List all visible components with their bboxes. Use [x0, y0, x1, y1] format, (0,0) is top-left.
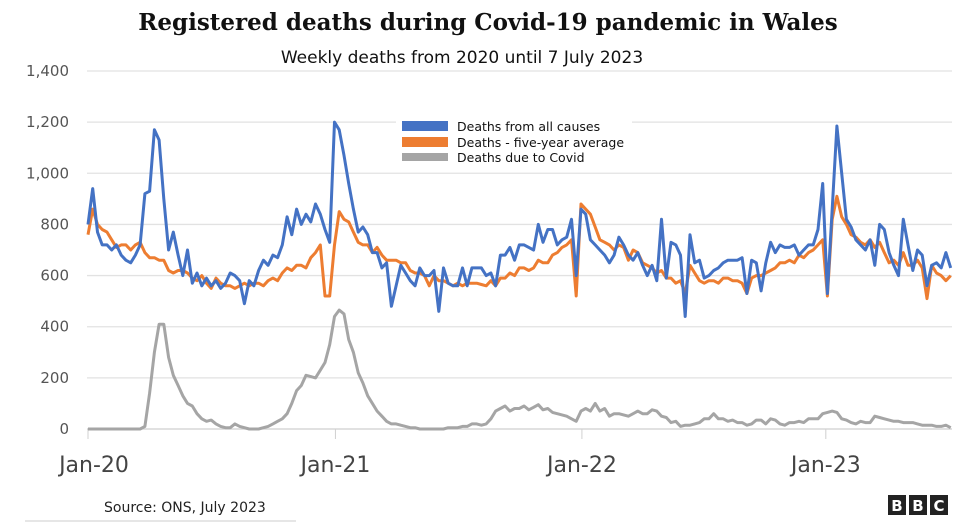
series-line-deaths-five-year-average [86, 194, 952, 301]
y-tick-label: 200 [40, 369, 69, 387]
chart-title: Registered deaths during Covid-19 pandem… [138, 9, 837, 36]
series-line-deaths-from-all-causes [86, 120, 953, 318]
y-tick-label: 600 [40, 267, 69, 285]
y-tick-label: 1,400 [26, 62, 69, 80]
legend-label-all-causes: Deaths from all causes [457, 119, 600, 134]
y-tick-label: 800 [40, 215, 69, 233]
x-tick-label: Jan-21 [298, 453, 370, 478]
y-axis: 0 200 400 600 800 1,000 1,200 1,400 [26, 62, 69, 438]
legend-swatch-five-year-average [402, 137, 448, 147]
y-tick-label: 400 [40, 318, 69, 336]
legend-label-covid: Deaths due to Covid [457, 150, 585, 165]
y-tick-label: 1,200 [26, 113, 69, 131]
series-line-deaths-due-to-covid [88, 308, 952, 431]
bbc-logo: B B C [888, 495, 948, 515]
legend-label-five-year-average: Deaths - five-year average [457, 135, 624, 150]
svg-text:B: B [891, 497, 902, 515]
x-tick-label: Jan-23 [789, 453, 861, 478]
y-tick-label: 1,000 [26, 164, 69, 182]
x-tick-label: Jan-22 [545, 453, 617, 478]
x-axis: Jan-20 Jan-21 Jan-22 Jan-23 [57, 429, 861, 478]
gridlines [87, 70, 952, 430]
svg-text:B: B [912, 497, 923, 515]
legend-swatch-all-causes [402, 121, 448, 131]
legend-swatch-covid [402, 153, 448, 161]
plot-area [86, 120, 953, 431]
x-tick-label: Jan-20 [57, 453, 129, 478]
svg-text:C: C [933, 497, 944, 515]
legend: Deaths from all causes Deaths - five-yea… [396, 114, 632, 170]
source-note: Source: ONS, July 2023 [104, 500, 266, 516]
chart-subtitle: Weekly deaths from 2020 until 7 July 202… [281, 48, 643, 68]
y-tick-label: 0 [59, 420, 69, 438]
